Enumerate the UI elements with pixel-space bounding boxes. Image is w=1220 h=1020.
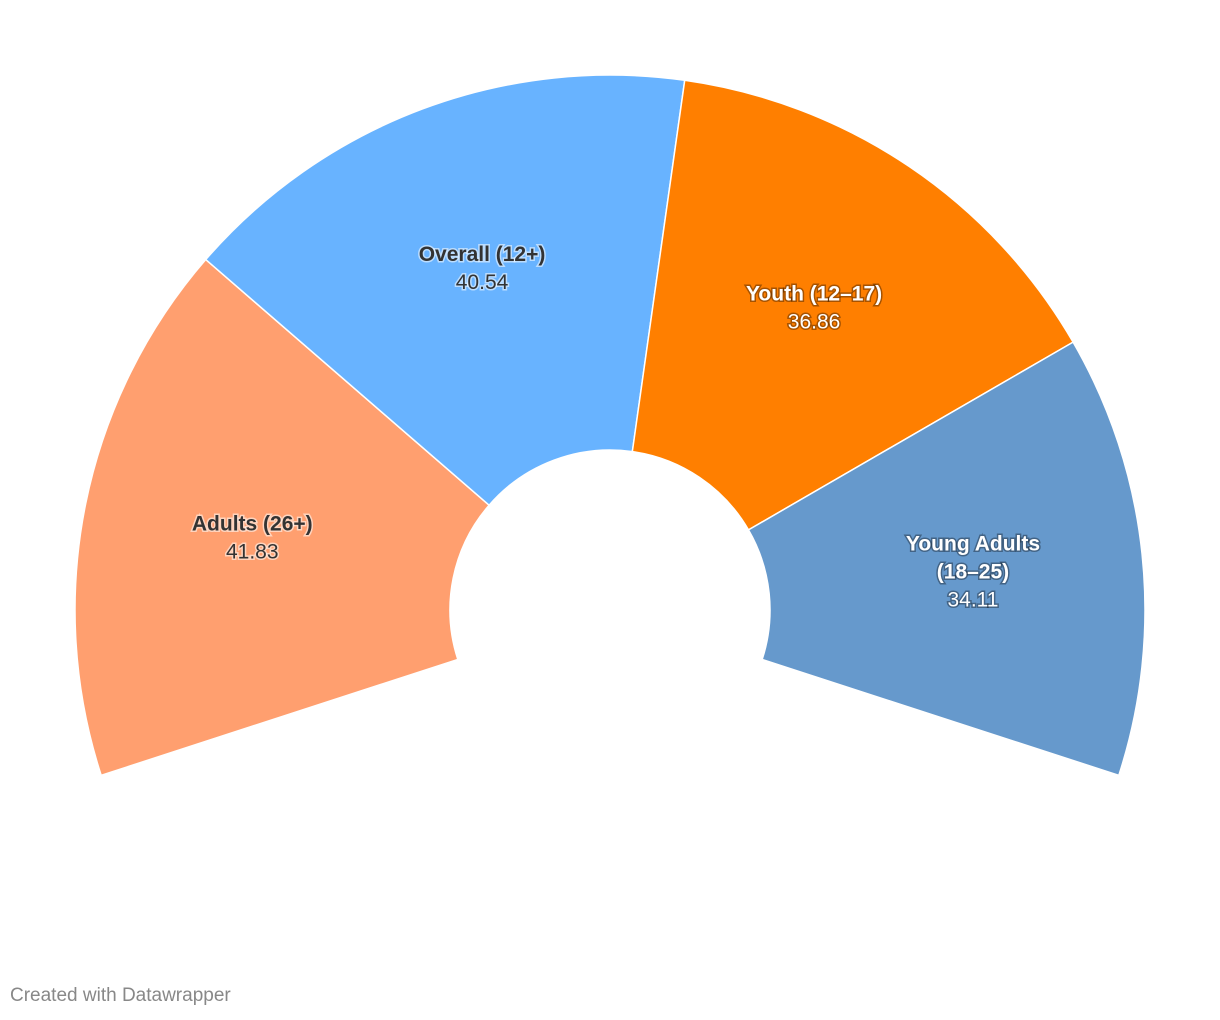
slice-0[interactable]	[74, 258, 491, 777]
slice-2[interactable]	[631, 79, 1075, 531]
slice-label-3-line-1: (18–25)	[937, 561, 1009, 584]
slice-label-1: Overall (12+)	[419, 243, 546, 266]
slice-value-1: 40.54	[456, 271, 509, 294]
slice-value-0: 41.83	[226, 540, 279, 563]
slice-value-2: 36.86	[788, 310, 841, 333]
slice-label-2: Youth (12–17)	[746, 282, 882, 305]
slice-label-3-line-0: Young Adults	[906, 533, 1040, 556]
slice-value-3: 34.11	[947, 589, 998, 612]
slice-label-0: Adults (26+)	[192, 512, 313, 535]
slice-1[interactable]	[204, 74, 686, 507]
datawrapper-credit[interactable]: Created with Datawrapper	[10, 985, 231, 1006]
slice-3[interactable]	[747, 341, 1146, 777]
chart-labels: Adults (26+) 41.83 Overall (12+) 40.54 Youth…	[190, 242, 1041, 614]
chart-slices	[74, 74, 1146, 777]
